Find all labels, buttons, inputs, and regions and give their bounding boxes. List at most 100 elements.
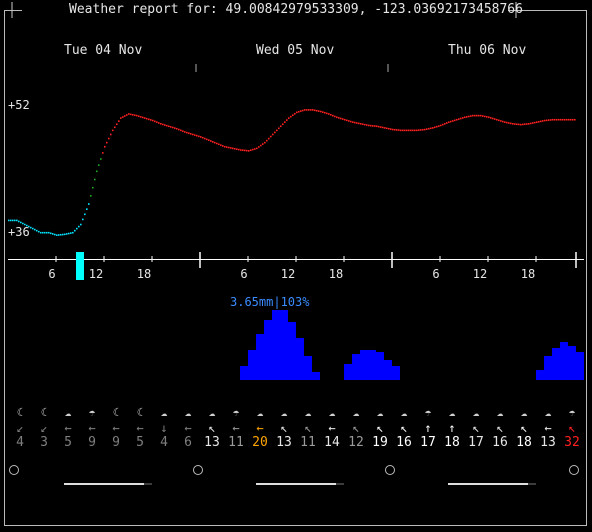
temperature-point — [258, 146, 260, 148]
wind-direction-icon: ↖ — [352, 421, 360, 435]
temperature-point — [154, 120, 156, 123]
x-tick-label: 18 — [136, 267, 152, 281]
y-tick-max: +52 — [8, 98, 30, 112]
temperature-point — [268, 137, 270, 140]
temperature-point — [318, 110, 320, 112]
temperature-point — [300, 110, 302, 112]
wind-direction-icon: ← — [88, 421, 96, 435]
x-tick-label: 6 — [240, 267, 248, 281]
temperature-point — [414, 129, 416, 132]
temperature-point — [200, 136, 202, 138]
temperature-point — [134, 114, 136, 117]
x-tick-label: 6 — [48, 267, 56, 281]
temperature-point — [270, 135, 272, 138]
temperature-point — [72, 231, 74, 234]
temperature-point — [58, 234, 60, 236]
temperature-point — [392, 128, 394, 131]
temperature-point — [260, 144, 262, 147]
title-background — [22, 0, 508, 18]
temperature-point — [356, 122, 358, 124]
temperature-point — [120, 117, 122, 119]
temperature-point — [52, 233, 54, 235]
temperature-point — [60, 233, 62, 236]
temperature-point — [500, 120, 502, 122]
temperature-point — [276, 129, 278, 132]
temperature-point — [8, 219, 10, 222]
precipitation-bar — [272, 310, 280, 380]
temperature-point — [560, 118, 562, 121]
wind-direction-icon: ↙ — [16, 421, 24, 435]
temperature-point — [368, 124, 370, 127]
temperature-point — [186, 131, 188, 134]
precipitation-bar — [560, 342, 568, 380]
temperature-point — [48, 231, 50, 234]
temperature-point — [384, 127, 386, 129]
temperature-point — [370, 124, 372, 127]
temperature-point — [18, 220, 20, 223]
temperature-point — [342, 118, 344, 120]
weather-condition-icon: ☁ — [304, 406, 312, 419]
temperature-point — [326, 112, 328, 115]
temperature-point — [550, 119, 552, 121]
temperature-point — [552, 118, 554, 121]
wind-speed-value: 32 — [564, 435, 580, 450]
weather-condition-icon: ☁ — [520, 406, 528, 419]
temperature-point — [56, 234, 58, 236]
temperature-point — [546, 119, 548, 122]
wind-speed-value: 11 — [300, 435, 316, 450]
temperature-point — [496, 118, 498, 121]
temperature-point — [152, 119, 154, 122]
temperature-point — [542, 120, 544, 122]
temperature-point — [14, 219, 16, 222]
temperature-point — [488, 116, 490, 119]
temperature-point — [366, 124, 368, 126]
weather-condition-icon: ☁ — [328, 406, 336, 419]
temperature-point — [570, 118, 572, 121]
x-tick-label: 12 — [280, 267, 296, 281]
temperature-point — [378, 125, 380, 128]
precipitation-bar — [304, 356, 312, 380]
weather-condition-icon: ☁ — [208, 406, 216, 419]
temperature-point — [482, 115, 484, 117]
temperature-point — [132, 114, 134, 116]
temperature-point — [322, 111, 324, 113]
temperature-point — [194, 134, 196, 136]
precipitation-bar — [536, 370, 544, 380]
precipitation-bar — [384, 360, 392, 380]
temperature-point — [220, 144, 222, 146]
temperature-point — [526, 123, 528, 125]
temperature-point — [30, 226, 32, 229]
temperature-point — [336, 116, 338, 119]
temperature-point — [248, 150, 250, 152]
temperature-point — [90, 195, 92, 197]
temperature-point — [32, 227, 34, 230]
temperature-point — [262, 143, 264, 145]
temperature-point — [510, 122, 512, 125]
temperature-point — [164, 124, 166, 126]
temperature-point — [462, 117, 464, 119]
temperature-point — [562, 118, 564, 121]
temperature-point — [490, 117, 492, 119]
temperature-point — [534, 121, 536, 124]
temperature-point — [330, 114, 332, 116]
temperature-point — [296, 111, 298, 114]
temperature-point — [568, 118, 570, 121]
temperature-point — [108, 137, 110, 140]
temperature-point — [228, 146, 230, 149]
temperature-point — [528, 123, 530, 125]
weather-condition-icon: ☁ — [544, 406, 552, 419]
temperature-point — [250, 149, 252, 152]
temperature-point — [458, 118, 460, 120]
temperature-point — [42, 231, 44, 234]
wind-direction-icon: ↑ — [424, 421, 432, 435]
temperature-point — [574, 118, 576, 121]
temperature-point — [188, 132, 190, 135]
temperature-point — [302, 109, 304, 112]
temperature-point — [338, 117, 340, 119]
temperature-point — [304, 109, 306, 111]
temperature-point — [22, 222, 24, 225]
temperature-point — [230, 147, 232, 149]
temperature-point — [372, 125, 374, 127]
temperature-point — [24, 223, 26, 226]
temperature-point — [244, 149, 246, 152]
